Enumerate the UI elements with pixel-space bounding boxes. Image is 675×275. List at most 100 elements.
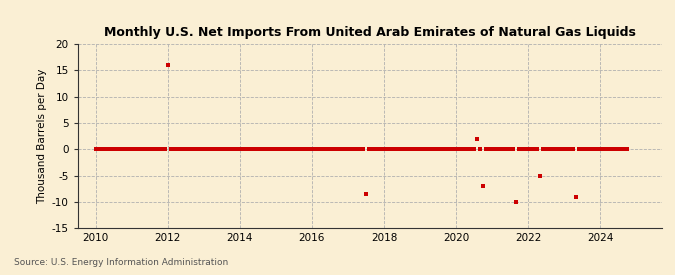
Point (535, 174, 545, 178)
Point (147, 147, 158, 152)
Point (613, 147, 624, 152)
Point (298, 147, 308, 152)
Point (195, 147, 206, 152)
Point (207, 147, 218, 152)
Point (354, 147, 365, 152)
Point (421, 147, 431, 152)
Point (246, 147, 257, 152)
Point (502, 147, 512, 152)
Point (225, 147, 236, 152)
Point (184, 147, 194, 152)
Point (381, 147, 392, 152)
Point (213, 147, 224, 152)
Point (466, 147, 477, 152)
Point (219, 147, 230, 152)
Point (178, 147, 188, 152)
Point (394, 147, 404, 152)
Point (538, 147, 549, 152)
Point (532, 147, 543, 152)
Point (105, 147, 116, 152)
Point (412, 147, 423, 152)
Point (375, 147, 386, 152)
Point (157, 147, 167, 152)
Point (414, 147, 425, 152)
Point (273, 147, 284, 152)
Point (367, 147, 377, 152)
Point (304, 147, 315, 152)
Point (265, 147, 275, 152)
Point (111, 147, 122, 152)
Point (117, 147, 128, 152)
Point (472, 137, 483, 141)
Point (292, 147, 302, 152)
Point (568, 147, 578, 152)
Point (358, 147, 369, 152)
Point (529, 147, 539, 152)
Point (439, 147, 450, 152)
Point (571, 194, 582, 199)
Point (126, 147, 137, 152)
Point (418, 147, 429, 152)
Point (505, 147, 516, 152)
Point (348, 147, 359, 152)
Point (234, 147, 245, 152)
Point (489, 147, 500, 152)
Point (544, 147, 555, 152)
Point (319, 147, 329, 152)
Point (180, 147, 191, 152)
Point (282, 147, 293, 152)
Point (190, 147, 200, 152)
Point (255, 147, 266, 152)
Point (261, 147, 272, 152)
Text: Source: U.S. Energy Information Administration: Source: U.S. Energy Information Administ… (14, 258, 227, 267)
Point (522, 147, 533, 152)
Point (130, 147, 140, 152)
Point (577, 147, 588, 152)
Point (511, 200, 522, 204)
Point (408, 147, 419, 152)
Point (138, 147, 149, 152)
Point (574, 147, 585, 152)
Point (201, 147, 212, 152)
Point (151, 147, 161, 152)
Point (460, 147, 470, 152)
Point (454, 147, 464, 152)
Point (493, 147, 504, 152)
Point (391, 147, 402, 152)
Point (102, 147, 113, 152)
Point (559, 147, 570, 152)
Point (364, 147, 375, 152)
Point (610, 147, 620, 152)
Point (144, 147, 155, 152)
Point (192, 147, 203, 152)
Point (325, 147, 335, 152)
Point (232, 147, 242, 152)
Point (168, 147, 179, 152)
Point (517, 147, 528, 152)
Point (321, 147, 332, 152)
Point (120, 147, 131, 152)
Point (267, 147, 278, 152)
Point (424, 147, 435, 152)
Point (124, 147, 134, 152)
Point (346, 147, 356, 152)
Point (286, 147, 296, 152)
Point (198, 147, 209, 152)
Point (252, 147, 263, 152)
Point (186, 147, 197, 152)
Point (583, 147, 593, 152)
Point (541, 147, 551, 152)
Title: Monthly U.S. Net Imports From United Arab Emirates of Natural Gas Liquids: Monthly U.S. Net Imports From United Ara… (104, 26, 635, 39)
Point (294, 147, 305, 152)
Point (271, 147, 281, 152)
Point (97, 147, 107, 152)
Point (589, 147, 599, 152)
Point (580, 147, 591, 152)
Point (300, 147, 311, 152)
Point (250, 147, 261, 152)
Point (598, 147, 609, 152)
Point (478, 184, 489, 188)
Point (553, 147, 564, 152)
Point (342, 147, 353, 152)
Point (487, 147, 497, 152)
